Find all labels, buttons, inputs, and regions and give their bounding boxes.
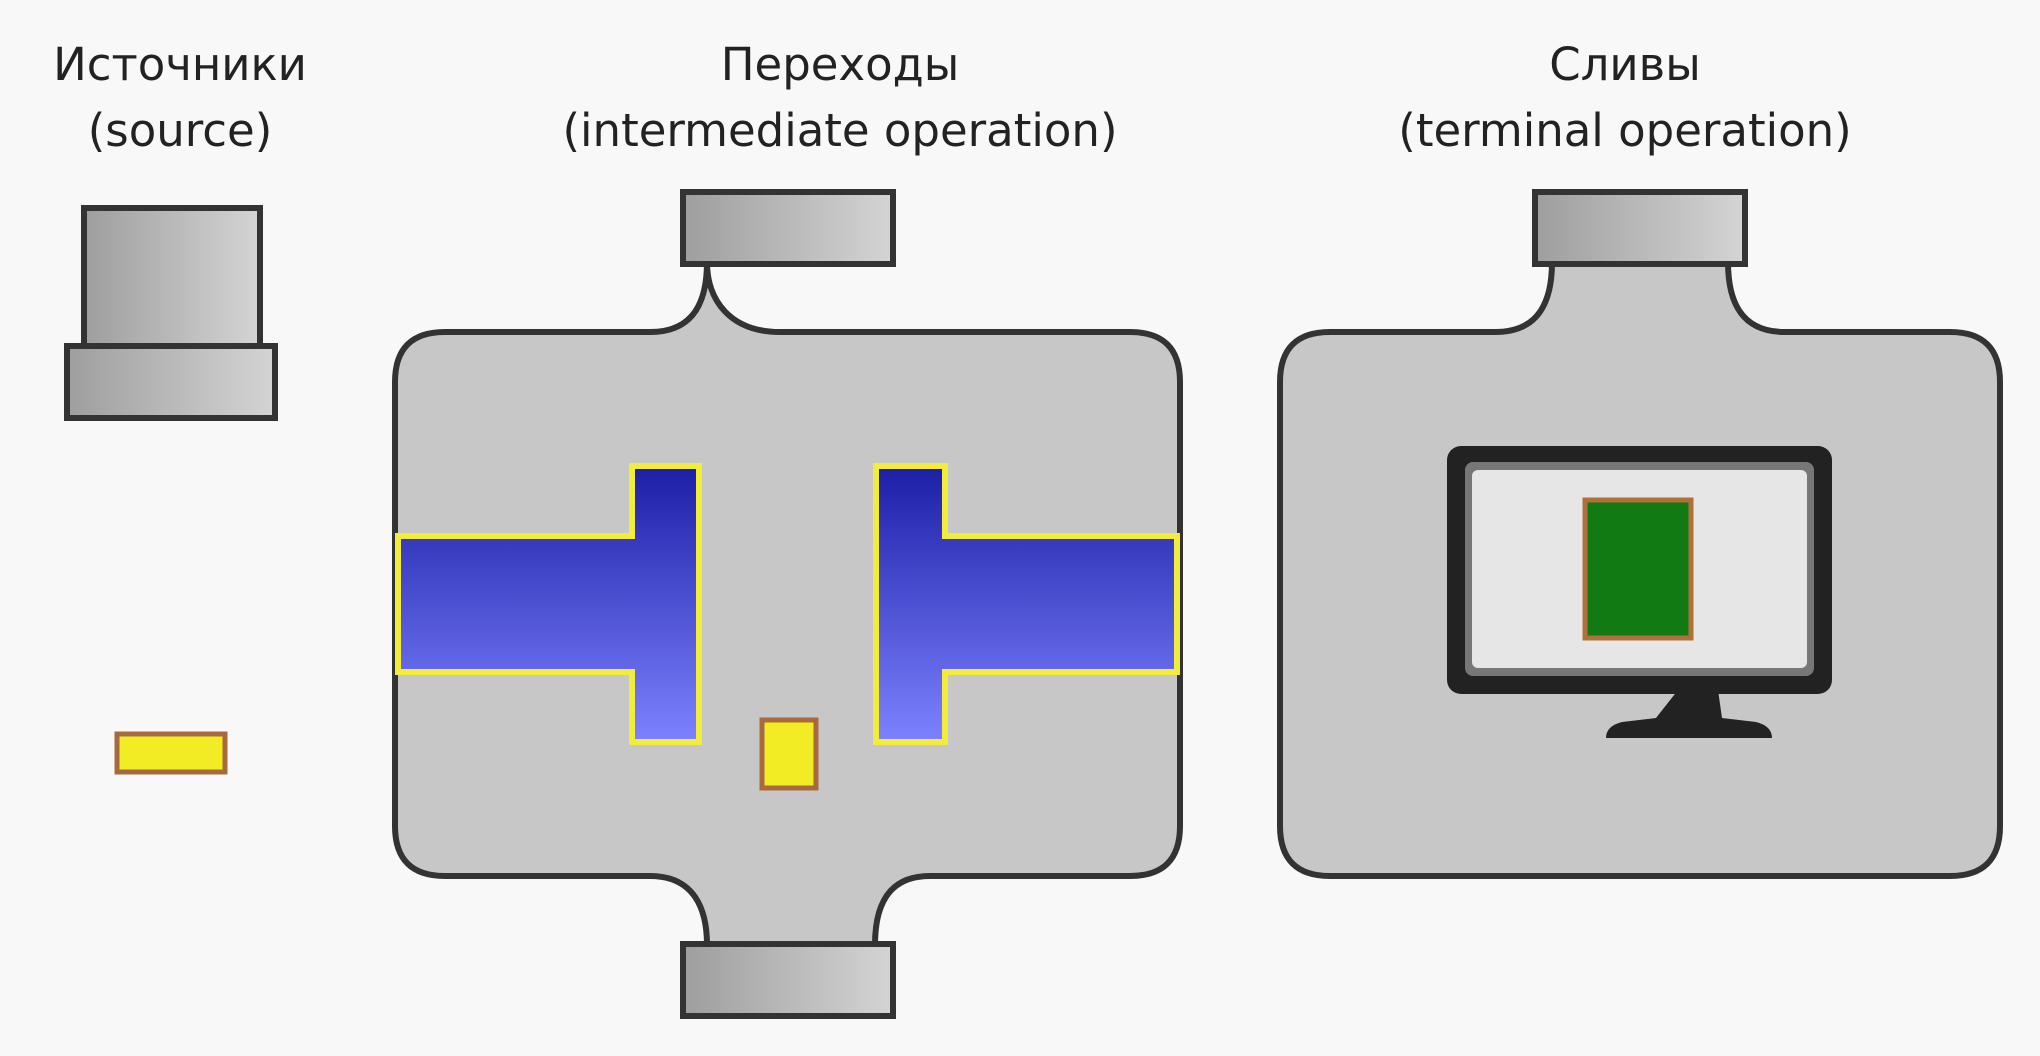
source-element xyxy=(114,731,228,775)
source-plug xyxy=(64,205,278,421)
terminal-result-element xyxy=(1582,497,1694,641)
terminal-subtitle: (terminal operation) xyxy=(1398,104,1852,157)
source-title: Источники xyxy=(53,38,307,91)
source-subtitle: (source) xyxy=(87,104,273,157)
terminal-heading: Сливы (terminal operation) xyxy=(1370,32,1880,164)
intermediate-title: Переходы xyxy=(720,38,960,91)
terminal-top-plug xyxy=(1532,189,1748,267)
intermediate-element xyxy=(759,717,819,791)
terminal-title: Сливы xyxy=(1549,38,1701,91)
intermediate-top-plug xyxy=(680,189,896,267)
source-heading: Источники (source) xyxy=(40,32,320,164)
terminal-operation-node xyxy=(1277,189,2003,879)
intermediate-heading: Переходы (intermediate operation) xyxy=(540,32,1140,164)
intermediate-subtitle: (intermediate operation) xyxy=(562,104,1118,157)
intermediate-left-pipe xyxy=(395,463,702,745)
intermediate-operation-node xyxy=(392,189,1183,1019)
intermediate-bottom-plug xyxy=(680,941,896,1019)
intermediate-right-pipe xyxy=(873,463,1180,745)
